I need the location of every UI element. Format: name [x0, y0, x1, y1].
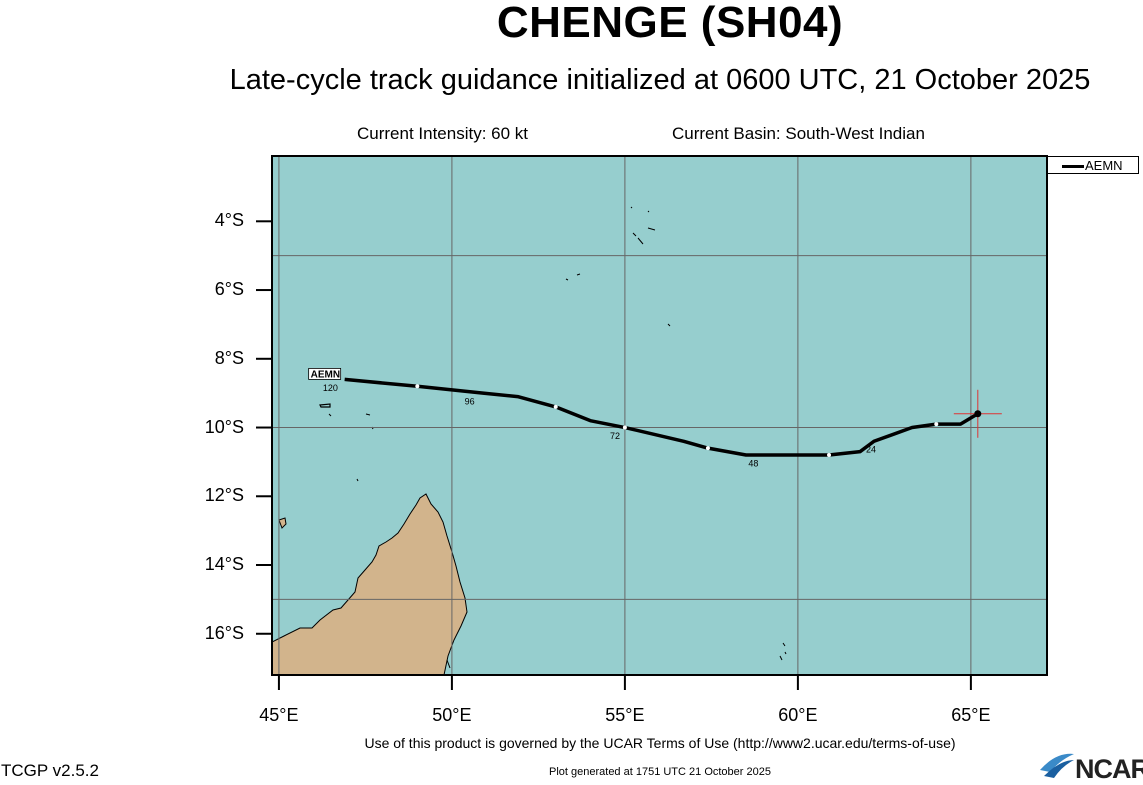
- track-point-marker: [827, 453, 832, 458]
- track-point-marker: [934, 422, 939, 427]
- comoros-island: [278, 517, 287, 529]
- island: [319, 403, 331, 408]
- current-position-marker: [953, 389, 1002, 438]
- seychelles-islands: [565, 206, 671, 327]
- madagascar-land: [272, 493, 468, 675]
- y-tick-label: 6°S: [214, 279, 244, 300]
- y-tick-label: 16°S: [204, 622, 244, 643]
- y-tick-label: 12°S: [204, 485, 244, 506]
- map-frame: [271, 155, 1048, 676]
- island: [328, 413, 332, 417]
- generated-timestamp: Plot generated at 1751 UTC 21 October 20…: [549, 766, 771, 778]
- terms-of-use: Use of this product is governed by the U…: [364, 735, 956, 751]
- current-intensity: Current Intensity: 60 kt: [357, 124, 529, 143]
- ncar-logo-text: NCAR: [1075, 754, 1143, 784]
- forecast-hour-label: 48: [748, 458, 758, 468]
- track-point-marker: [553, 404, 558, 409]
- y-tick-label: 8°S: [214, 347, 244, 368]
- y-tick-label: 14°S: [204, 554, 244, 574]
- track-start-label: AEMN: [308, 368, 342, 380]
- legend: AEMN: [1047, 156, 1139, 174]
- ncar-logo: [1040, 753, 1074, 778]
- svg-text:AEMN: AEMN: [311, 369, 340, 380]
- island: [446, 642, 787, 669]
- x-tick-label: 55°E: [605, 705, 645, 725]
- track-point-marker: [705, 446, 710, 451]
- y-tick-label: 10°S: [204, 416, 244, 437]
- forecast-hour-label: 120: [323, 383, 338, 393]
- current-basin: Current Basin: South-West Indian: [672, 124, 925, 143]
- legend-line-swatch: [1062, 165, 1084, 168]
- track-line-aemn: [344, 377, 979, 457]
- y-tick-label: 4°S: [214, 210, 244, 231]
- chart-subtitle: Late-cycle track guidance initialized at…: [229, 64, 1091, 96]
- legend-label: AEMN: [1085, 158, 1123, 173]
- x-tick-label: 60°E: [778, 705, 818, 725]
- forecast-hour-label: 24: [866, 445, 876, 455]
- track-point-marker: [622, 425, 627, 430]
- track-point-marker: [415, 384, 420, 389]
- forecast-hour-label: 96: [465, 397, 475, 407]
- chart-title: CHENGE (SH04): [496, 0, 844, 47]
- version-label: TCGP v2.5.2: [1, 761, 99, 780]
- x-tick-label: 65°E: [951, 705, 991, 725]
- forecast-hour-label: 72: [610, 431, 620, 441]
- x-tick-label: 50°E: [432, 705, 472, 725]
- x-tick-label: 45°E: [259, 705, 299, 725]
